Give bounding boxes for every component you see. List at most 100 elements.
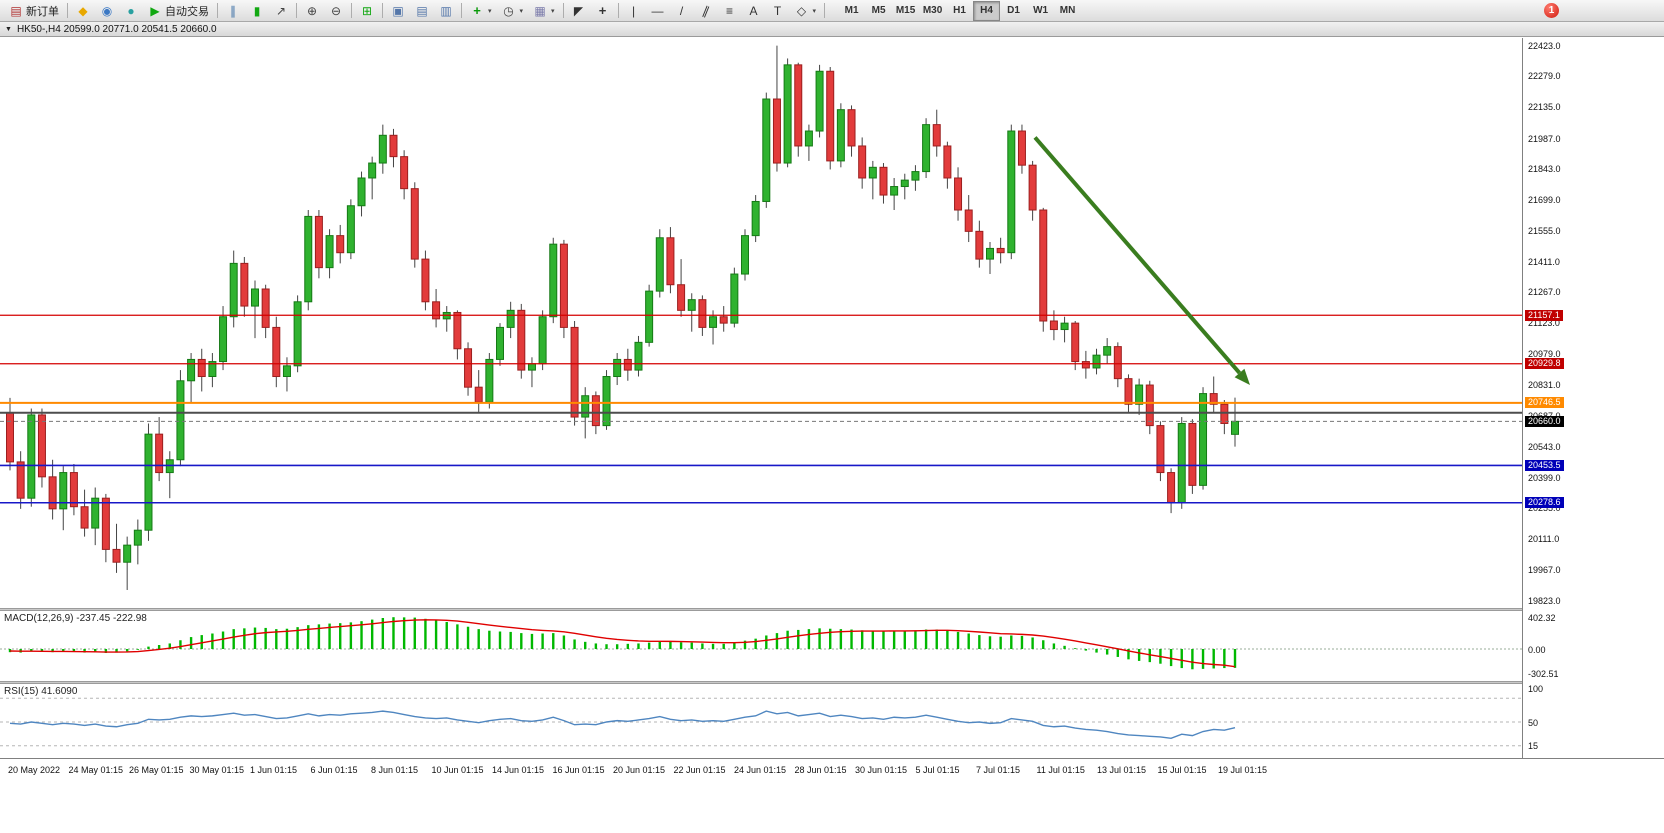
symbol-dropdown-icon[interactable]: ▼ [5, 25, 12, 33]
timeframe-button-h1[interactable]: H1 [953, 5, 966, 16]
rsi-axis-label: 15 [1528, 741, 1539, 752]
crosshair-button[interactable]: + [591, 1, 615, 21]
metaeditor-button[interactable]: ◆ [71, 1, 95, 21]
new-order-button[interactable]: ▤ 新订单 [4, 1, 64, 21]
notification-badge[interactable]: 1 [1544, 3, 1559, 18]
timeframe-button-w1[interactable]: W1 [1033, 5, 1049, 16]
zoom-in-button[interactable]: ⊕ [300, 1, 324, 21]
tile-horizontal-icon: ▤ [416, 3, 428, 18]
macd-axis-label: 402.32 [1528, 612, 1556, 623]
time-axis-label: 10 Jun 01:15 [431, 765, 484, 775]
price-axis-label: 21123.0 [1528, 318, 1560, 328]
candlestick-icon: ▮ [253, 3, 261, 18]
chevron-down-icon: ▾ [519, 7, 524, 15]
price-axis[interactable]: 22423.0 22279.0 22135.0 21987.0 21843.0 21699… [1522, 38, 1664, 758]
chart-title: HK50-,H4 20599.0 20771.0 20541.5 20660.0 [16, 23, 217, 35]
tile-windows-button[interactable]: ⊞ [355, 1, 379, 21]
periods-button[interactable]: ◷ ▾ [497, 1, 529, 21]
time-axis-label: 8 Jun 01:15 [371, 765, 419, 775]
fibonacci-button[interactable]: ≡ [718, 1, 742, 21]
timeframe-button-mn[interactable]: MN [1059, 5, 1076, 16]
price-axis-label: 20111.0 [1528, 534, 1560, 545]
timeframe-button-m15[interactable]: M15 [895, 5, 916, 16]
market-watch-button[interactable]: ● [119, 1, 143, 21]
channel-icon: ∥ [700, 2, 711, 19]
price-axis-label: 22135.0 [1528, 101, 1561, 112]
toolbar-separator [217, 3, 218, 18]
channel-button[interactable]: ∥ [694, 1, 718, 21]
price-axis-label: 20255.0 [1528, 503, 1561, 514]
bar-chart-icon: ∥ [230, 3, 236, 18]
timeframe-button-d1[interactable]: D1 [1007, 5, 1020, 16]
label-button[interactable]: T [766, 1, 790, 21]
pane-splitter-2[interactable] [0, 681, 1664, 684]
time-axis-label: 16 Jun 01:15 [552, 765, 605, 775]
price-axis-label: 20399.0 [1528, 472, 1561, 483]
macd-pane[interactable]: MACD(12,26,9) -237.45 -222.98 [0, 611, 1522, 681]
toolbar-separator [562, 3, 564, 18]
chevron-down-icon: ▾ [812, 7, 817, 15]
timeframe-button-m1[interactable]: M1 [844, 5, 859, 16]
time-axis-label: 30 Jun 01:15 [855, 765, 908, 775]
toolbar-separator [351, 3, 352, 18]
tile-vertical-button[interactable]: ▥ [434, 1, 458, 21]
toolbar-separator [296, 3, 297, 18]
autotrading-button[interactable]: ▶ 自动交易 [143, 1, 214, 21]
price-tag: 20278.6 [1525, 497, 1564, 509]
cascade-windows-button[interactable]: ▣ [386, 1, 410, 21]
templates-button[interactable]: ▦ ▾ [528, 1, 560, 21]
rsi-axis-label: 100 [1528, 683, 1544, 694]
text-icon: A [749, 3, 758, 18]
clock-icon: ◷ [503, 3, 514, 18]
price-chart-canvas [0, 45, 1522, 590]
macd-axis-label: 0.00 [1528, 644, 1546, 655]
play-icon: ▶ [150, 3, 160, 18]
price-tag: 20453.5 [1525, 459, 1564, 471]
zoom-out-button[interactable]: ⊖ [324, 1, 348, 21]
zoom-in-icon: ⊕ [306, 3, 318, 18]
price-tag: 20746.5 [1525, 397, 1564, 409]
shapes-button[interactable]: ◇ ▾ [790, 1, 822, 21]
time-axis-label: 24 May 01:15 [68, 765, 124, 775]
time-axis-label: 13 Jul 01:15 [1097, 765, 1147, 775]
time-axis[interactable]: 20 May 2022 24 May 01:15 26 May 01:15 30 Ma… [0, 758, 1664, 782]
time-axis-label: 20 Jun 01:15 [613, 765, 666, 775]
zoom-out-icon: ⊖ [330, 3, 342, 18]
time-axis-label: 15 Jul 01:15 [1157, 765, 1207, 775]
strategy-tester-button[interactable]: ◉ [95, 1, 119, 21]
price-axis-label: 19967.0 [1528, 564, 1561, 575]
rsi-pane[interactable]: RSI(15) 41.6090 [0, 684, 1522, 758]
new-order-button-label: 新订单 [26, 5, 59, 18]
label-icon: T [773, 3, 782, 18]
chevron-down-icon: ▾ [551, 7, 555, 15]
time-axis-label: 5 Jul 01:15 [915, 765, 960, 775]
text-button[interactable]: A [742, 1, 766, 21]
pane-splitter-1[interactable] [0, 608, 1664, 611]
tile-horizontal-button[interactable]: ▤ [410, 1, 434, 21]
price-tag: 20660.0 [1525, 415, 1564, 427]
indicators-button[interactable]: + ▾ [465, 1, 497, 21]
time-axis-label: 14 Jun 01:15 [492, 765, 545, 775]
rsi-canvas [0, 697, 1522, 747]
cascade-icon: ▣ [392, 3, 404, 18]
line-chart-button[interactable]: ↗ [269, 1, 293, 21]
macd-label: MACD(12,26,9) -237.45 -222.98 [4, 613, 147, 624]
trend-arrow[interactable] [1033, 136, 1250, 386]
chart-title-bar: ▼ HK50-,H4 20599.0 20771.0 20541.5 20660… [0, 22, 1664, 37]
template-icon: ▦ [534, 3, 546, 18]
horizontal-line-button[interactable]: — [646, 1, 670, 21]
trendline-button[interactable]: / [670, 1, 694, 21]
timeframe-button-h4[interactable]: H4 [973, 0, 1001, 21]
price-chart-pane[interactable] [0, 38, 1522, 608]
timeframe-button-m5[interactable]: M5 [871, 5, 886, 16]
bar-chart-button[interactable]: ∥ [221, 1, 245, 21]
time-axis-label: 24 Jun 01:15 [734, 765, 787, 775]
cursor-button[interactable]: ◤ [567, 1, 591, 21]
candlestick-chart-button[interactable]: ▮ [245, 1, 269, 21]
price-axis-label: 20831.0 [1528, 380, 1561, 391]
timeframe-button-m30[interactable]: M30 [922, 5, 943, 16]
autotrading-button-label: 自动交易 [165, 5, 209, 18]
rsi-label: RSI(15) 41.6090 [4, 686, 78, 697]
time-axis-label: 26 May 01:15 [129, 765, 184, 775]
vertical-line-button[interactable]: | [622, 1, 646, 21]
